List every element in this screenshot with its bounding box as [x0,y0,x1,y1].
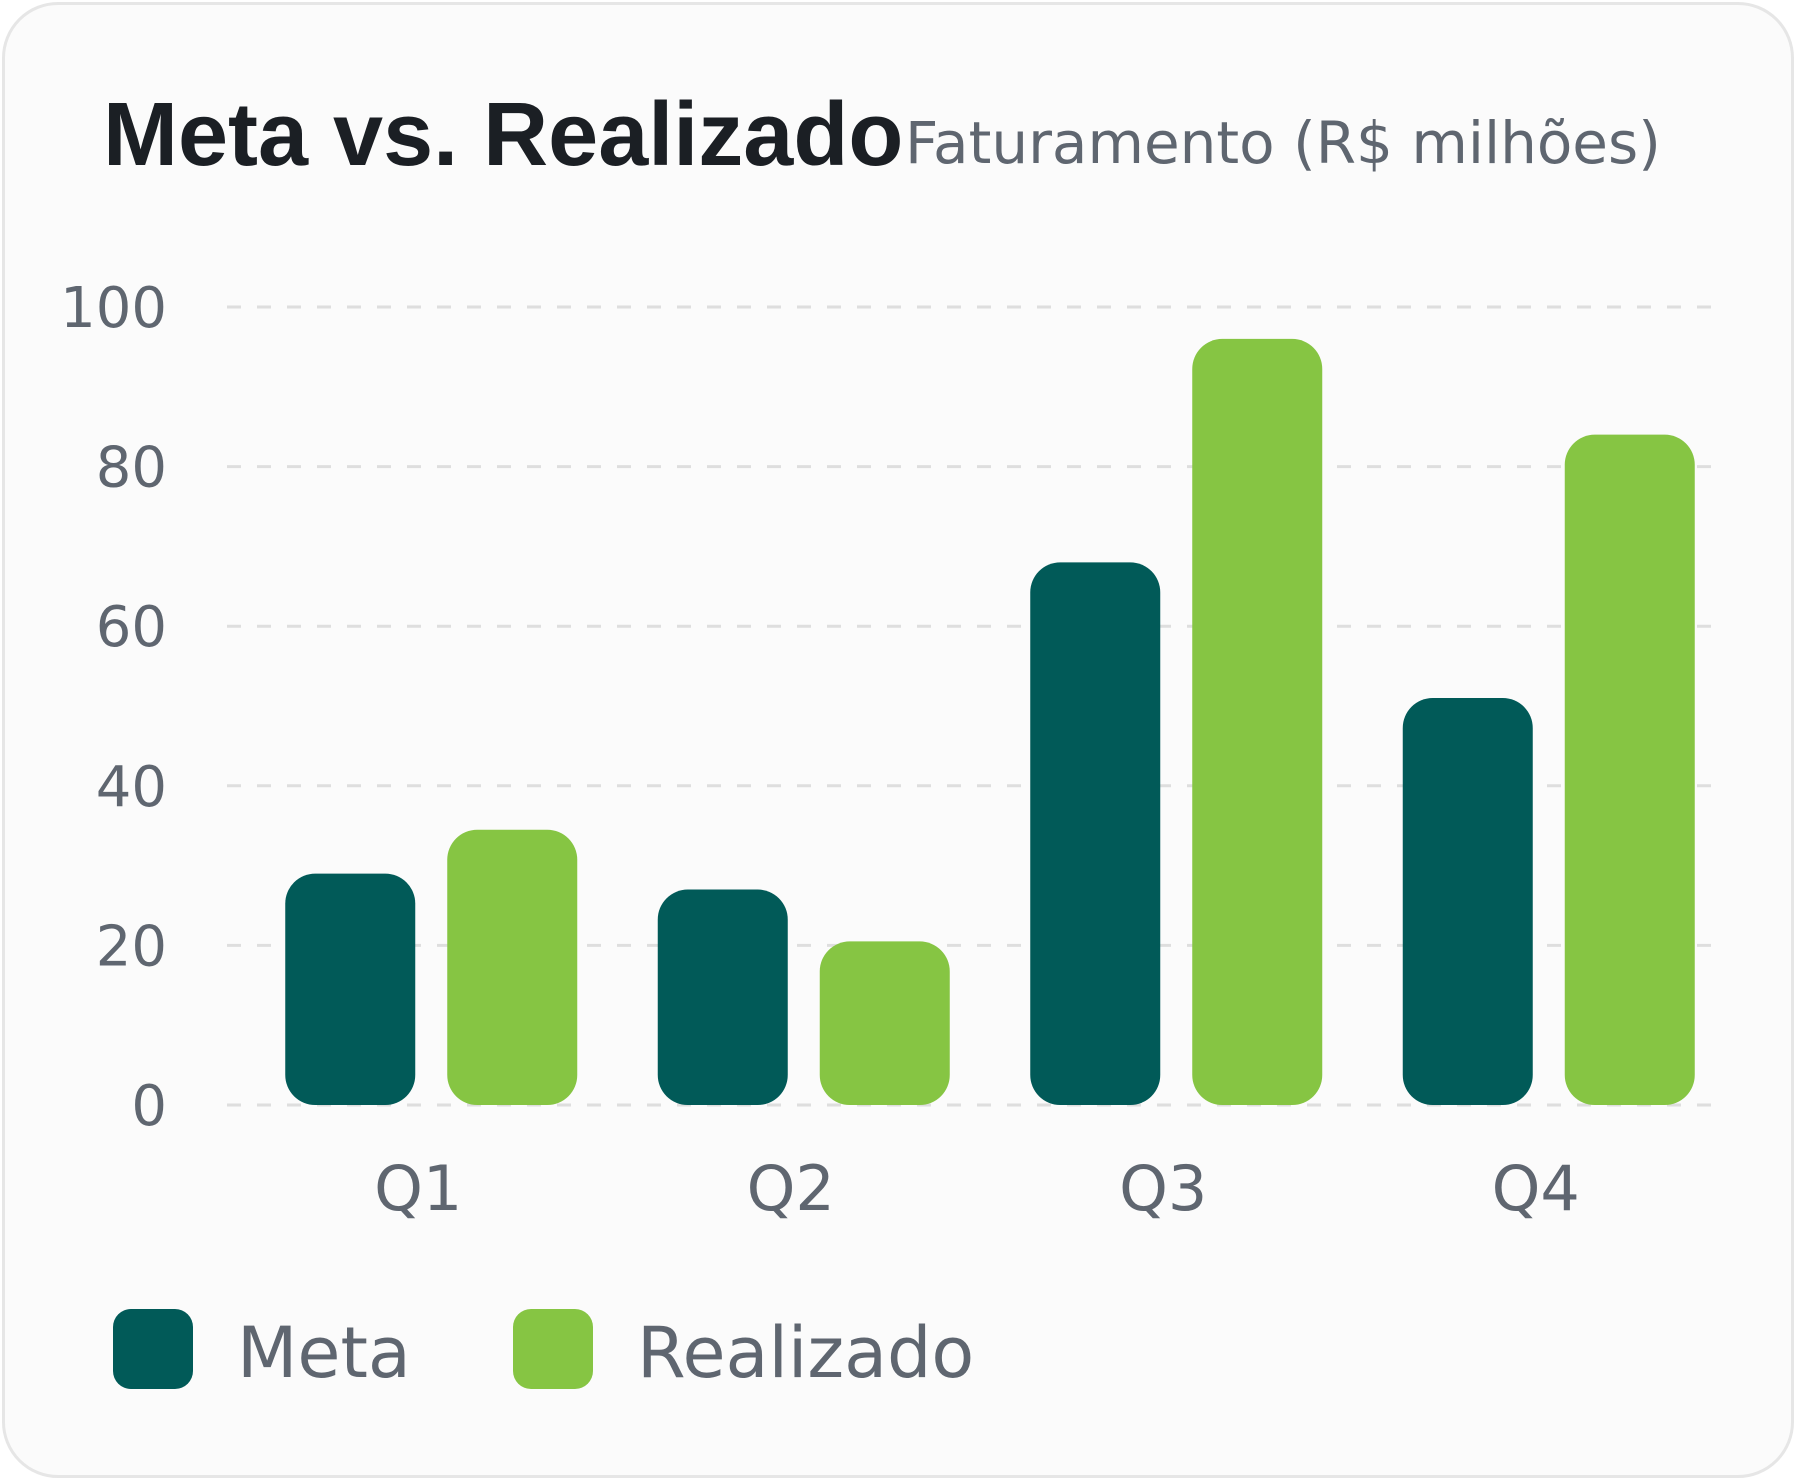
legend-label-meta: Meta [237,1312,411,1394]
chart-subtitle: Faturamento (R$ milhões) [905,109,1661,177]
y-tick-label: 80 [96,436,167,501]
bars [285,338,1695,1105]
x-tick-label: Q4 [1492,1152,1580,1225]
y-tick-label: 60 [96,595,167,660]
bar-realizado-q2 [819,941,950,1105]
legend: Meta Realizado [113,1309,974,1394]
legend-swatch-meta [113,1309,193,1389]
x-axis: Q1 Q2 Q3 Q4 [374,1152,1580,1225]
x-tick-label: Q3 [1119,1152,1207,1225]
y-tick-label: 40 [96,755,167,820]
y-tick-label: 100 [60,276,167,341]
bar-chart: Meta vs. Realizado Faturamento (R$ milhõ… [60,85,1717,1394]
legend-label-realizado: Realizado [637,1312,974,1394]
chart-title: Meta vs. Realizado [103,85,903,185]
bar-realizado-q1 [447,829,578,1105]
bar-meta-q3 [1030,562,1161,1105]
y-tick-label: 0 [131,1074,167,1139]
bar-meta-q4 [1402,698,1533,1105]
bar-realizado-q4 [1564,434,1695,1105]
bar-meta-q2 [657,889,788,1105]
legend-swatch-realizado [513,1309,593,1389]
bar-meta-q1 [285,873,416,1105]
y-tick-label: 20 [96,914,167,979]
x-tick-label: Q1 [374,1152,462,1225]
x-tick-label: Q2 [747,1152,835,1225]
bar-realizado-q3 [1192,338,1323,1105]
y-axis: 0 20 40 60 80 100 [60,276,167,1139]
